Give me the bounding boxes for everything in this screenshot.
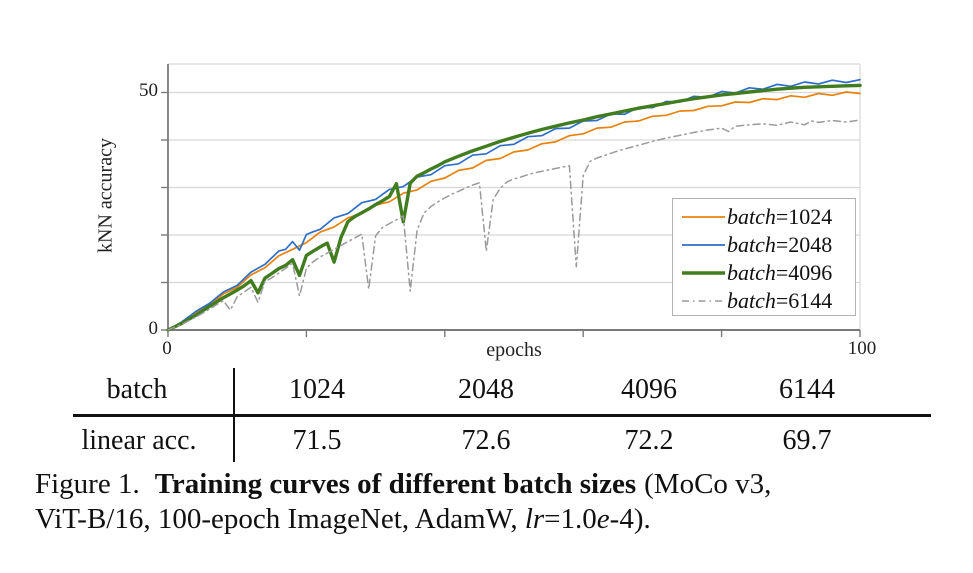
table-rule-horizontal [73, 414, 931, 417]
table-header-batch: batch [106, 374, 168, 405]
x-axis-label: epochs [486, 339, 542, 361]
table-header-linear-acc: linear acc. [81, 425, 197, 456]
chart-legend: batch=1024 batch=2048 batch=4096 batch=6… [672, 198, 856, 316]
legend-item-batch-1024: batch=1024 [680, 203, 855, 231]
table-cell-batch-4096: 4096 [621, 374, 677, 405]
caption-bold-title: Training curves of different batch sizes [154, 468, 637, 500]
legend-item-batch-4096: batch=4096 [680, 259, 855, 287]
legend-label-italic: batch [727, 288, 776, 313]
caption-line2-end: -4). [609, 503, 651, 535]
table-cell-batch-2048: 2048 [458, 374, 514, 405]
legend-item-batch-6144: batch=6144 [680, 287, 855, 315]
table-cell-acc-2048: 72.6 [461, 425, 511, 456]
table-cell-acc-4096: 72.2 [624, 425, 674, 456]
caption-line1-rest: (MoCo v3, [644, 468, 772, 500]
legend-swatch-1 [682, 244, 725, 246]
legend-item-batch-2048: batch=2048 [680, 231, 855, 259]
legend-swatch-3 [682, 300, 725, 302]
figure-caption-line-2: ViT-B/16, 100-epoch ImageNet, AdamW, lr=… [35, 502, 965, 537]
legend-label-value: =6144 [775, 288, 833, 313]
caption-line2-mid: =1.0 [544, 503, 597, 535]
legend-label: batch=4096 [727, 260, 832, 286]
legend-label: batch=1024 [727, 204, 832, 230]
table-cell-batch-6144: 6144 [779, 374, 835, 405]
caption-lr-italic: lr [524, 503, 545, 535]
chart-svg [161, 63, 862, 337]
caption-figure-number: Figure 1. [35, 468, 140, 500]
y-tick-label-50: 50 [139, 80, 158, 101]
caption-line2-start: ViT-B/16, 100-epoch ImageNet, AdamW, [35, 503, 518, 535]
legend-swatch-0 [682, 216, 725, 218]
y-tick-label-0: 0 [148, 318, 159, 339]
legend-label-italic: batch [727, 260, 776, 285]
caption-e-italic: e [596, 503, 610, 535]
legend-label-italic: batch [727, 204, 776, 229]
series-line-batch=6144 [167, 119, 861, 331]
table-cell-acc-6144: 69.7 [782, 425, 832, 456]
legend-label: batch=6144 [727, 288, 832, 314]
legend-swatch-2 [682, 271, 725, 275]
legend-label-value: =2048 [775, 232, 833, 257]
table-cell-batch-1024: 1024 [289, 374, 345, 405]
legend-label-italic: batch [727, 232, 776, 257]
series-line-batch=4096 [166, 83, 862, 332]
legend-label: batch=2048 [727, 232, 832, 258]
table-cell-acc-1024: 71.5 [292, 425, 342, 456]
x-tick-label-0: 0 [162, 338, 172, 359]
legend-label-value: =1024 [775, 204, 833, 229]
series-line-batch=1024 [167, 91, 861, 331]
x-tick-label-100: 100 [847, 338, 877, 359]
figure-caption-line-1: Figure 1. Training curves of different ba… [35, 467, 965, 502]
legend-label-value: =4096 [775, 260, 833, 285]
table-rule-vertical [233, 368, 235, 462]
